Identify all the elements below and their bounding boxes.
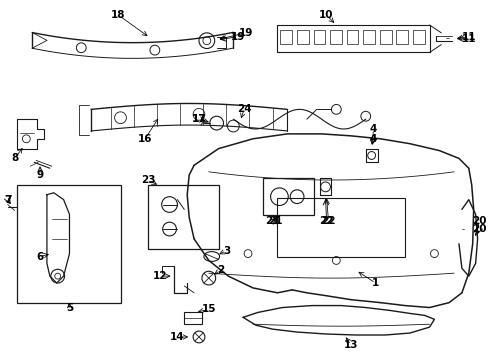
Bar: [363, 30, 374, 44]
Bar: [277, 198, 404, 257]
Text: 21: 21: [268, 216, 282, 226]
Bar: [18, 185, 120, 303]
Text: 14: 14: [170, 332, 184, 342]
Text: 7: 7: [4, 195, 11, 204]
Text: 11: 11: [461, 34, 475, 44]
Bar: [379, 30, 391, 44]
Text: 6: 6: [37, 252, 43, 261]
Bar: [346, 30, 358, 44]
Text: 1: 1: [371, 278, 378, 288]
Text: 8: 8: [11, 153, 18, 163]
Text: 4: 4: [369, 134, 377, 144]
Text: 22: 22: [319, 216, 333, 226]
Text: 19: 19: [239, 28, 253, 38]
Text: 3: 3: [223, 246, 230, 256]
Text: 18: 18: [111, 10, 125, 20]
Text: 10: 10: [319, 10, 333, 20]
Text: 2: 2: [217, 265, 224, 275]
Text: 12: 12: [152, 271, 167, 281]
Bar: [296, 30, 308, 44]
Bar: [262, 178, 313, 215]
Bar: [329, 30, 341, 44]
Text: 7: 7: [4, 195, 11, 204]
Text: 20: 20: [471, 224, 486, 234]
Text: 19: 19: [230, 32, 245, 42]
Text: 9: 9: [37, 170, 43, 180]
Bar: [313, 30, 325, 44]
Text: 5: 5: [66, 302, 73, 312]
Text: 17: 17: [191, 114, 206, 124]
Text: 21: 21: [265, 216, 279, 226]
Bar: [184, 312, 202, 324]
Text: 24: 24: [236, 104, 251, 114]
Text: 16: 16: [138, 134, 152, 144]
Bar: [395, 30, 407, 44]
Bar: [148, 185, 218, 249]
Text: 20: 20: [471, 216, 486, 226]
Text: 11: 11: [461, 32, 475, 42]
Text: 23: 23: [141, 175, 155, 185]
Bar: [412, 30, 424, 44]
Bar: [280, 30, 292, 44]
Text: 13: 13: [343, 340, 358, 350]
Text: 17: 17: [191, 114, 206, 124]
Text: 15: 15: [201, 305, 216, 315]
Text: 4: 4: [369, 124, 377, 134]
Text: 22: 22: [321, 216, 335, 226]
